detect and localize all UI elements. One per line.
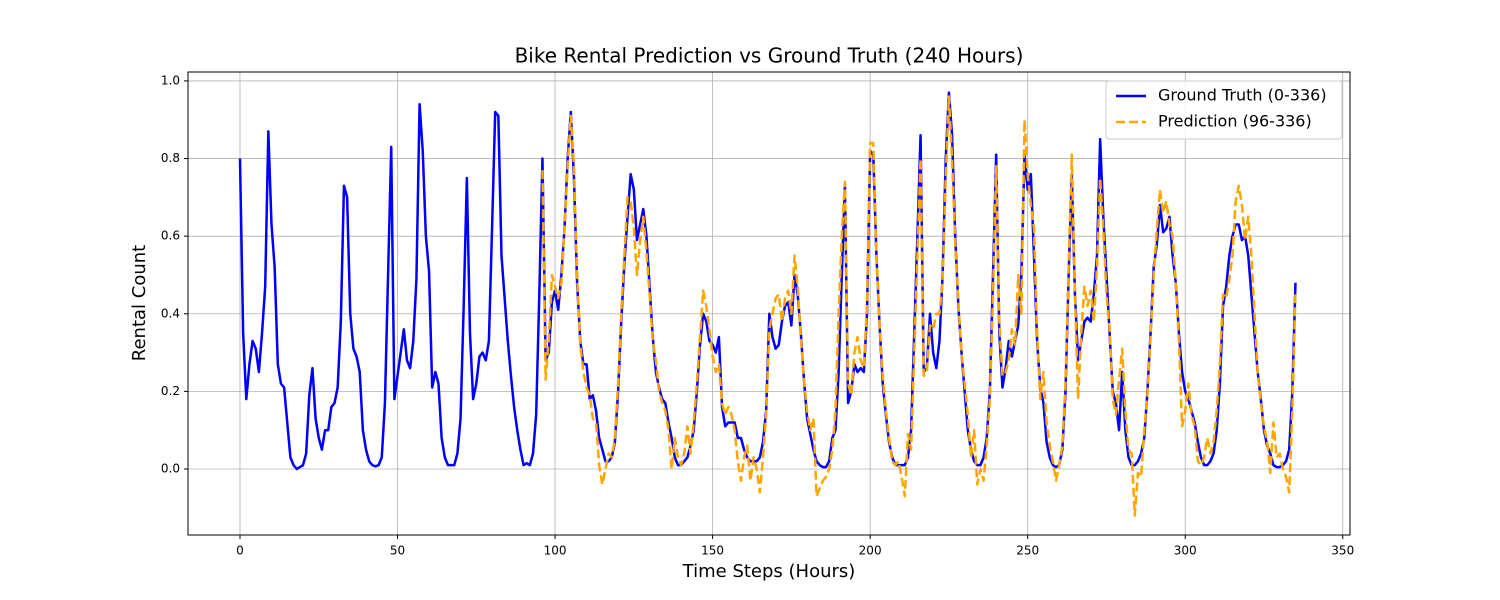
legend-box	[1105, 80, 1343, 140]
x-tick-label: 150	[701, 544, 724, 558]
y-axis-label: Rental Count	[129, 245, 150, 361]
x-axis-label: Time Steps (Hours)	[682, 561, 856, 582]
y-tick-label: 0.6	[161, 229, 180, 243]
y-tick-label: 0.4	[161, 306, 180, 320]
x-tick-label: 350	[1331, 544, 1354, 558]
series-line	[238, 91, 1297, 471]
legend-label: Ground Truth (0-336)	[1158, 86, 1327, 105]
x-tick-label: 50	[390, 544, 405, 558]
chart-title: Bike Rental Prediction vs Ground Truth (…	[515, 44, 1024, 68]
legend-label: Prediction (96-336)	[1158, 112, 1312, 131]
y-tick-label: 0.0	[161, 462, 180, 476]
x-tick-label: 0	[236, 544, 244, 558]
x-tick-label: 200	[859, 544, 882, 558]
plot-frame	[187, 71, 1351, 536]
y-tick-label: 0.2	[161, 384, 180, 398]
x-tick-label: 300	[1174, 544, 1197, 558]
series-line	[541, 95, 1297, 517]
y-tick-label: 0.8	[161, 151, 180, 165]
x-tick-label: 100	[544, 544, 567, 558]
x-tick-label: 250	[1016, 544, 1039, 558]
y-tick-label: 1.0	[161, 73, 180, 87]
